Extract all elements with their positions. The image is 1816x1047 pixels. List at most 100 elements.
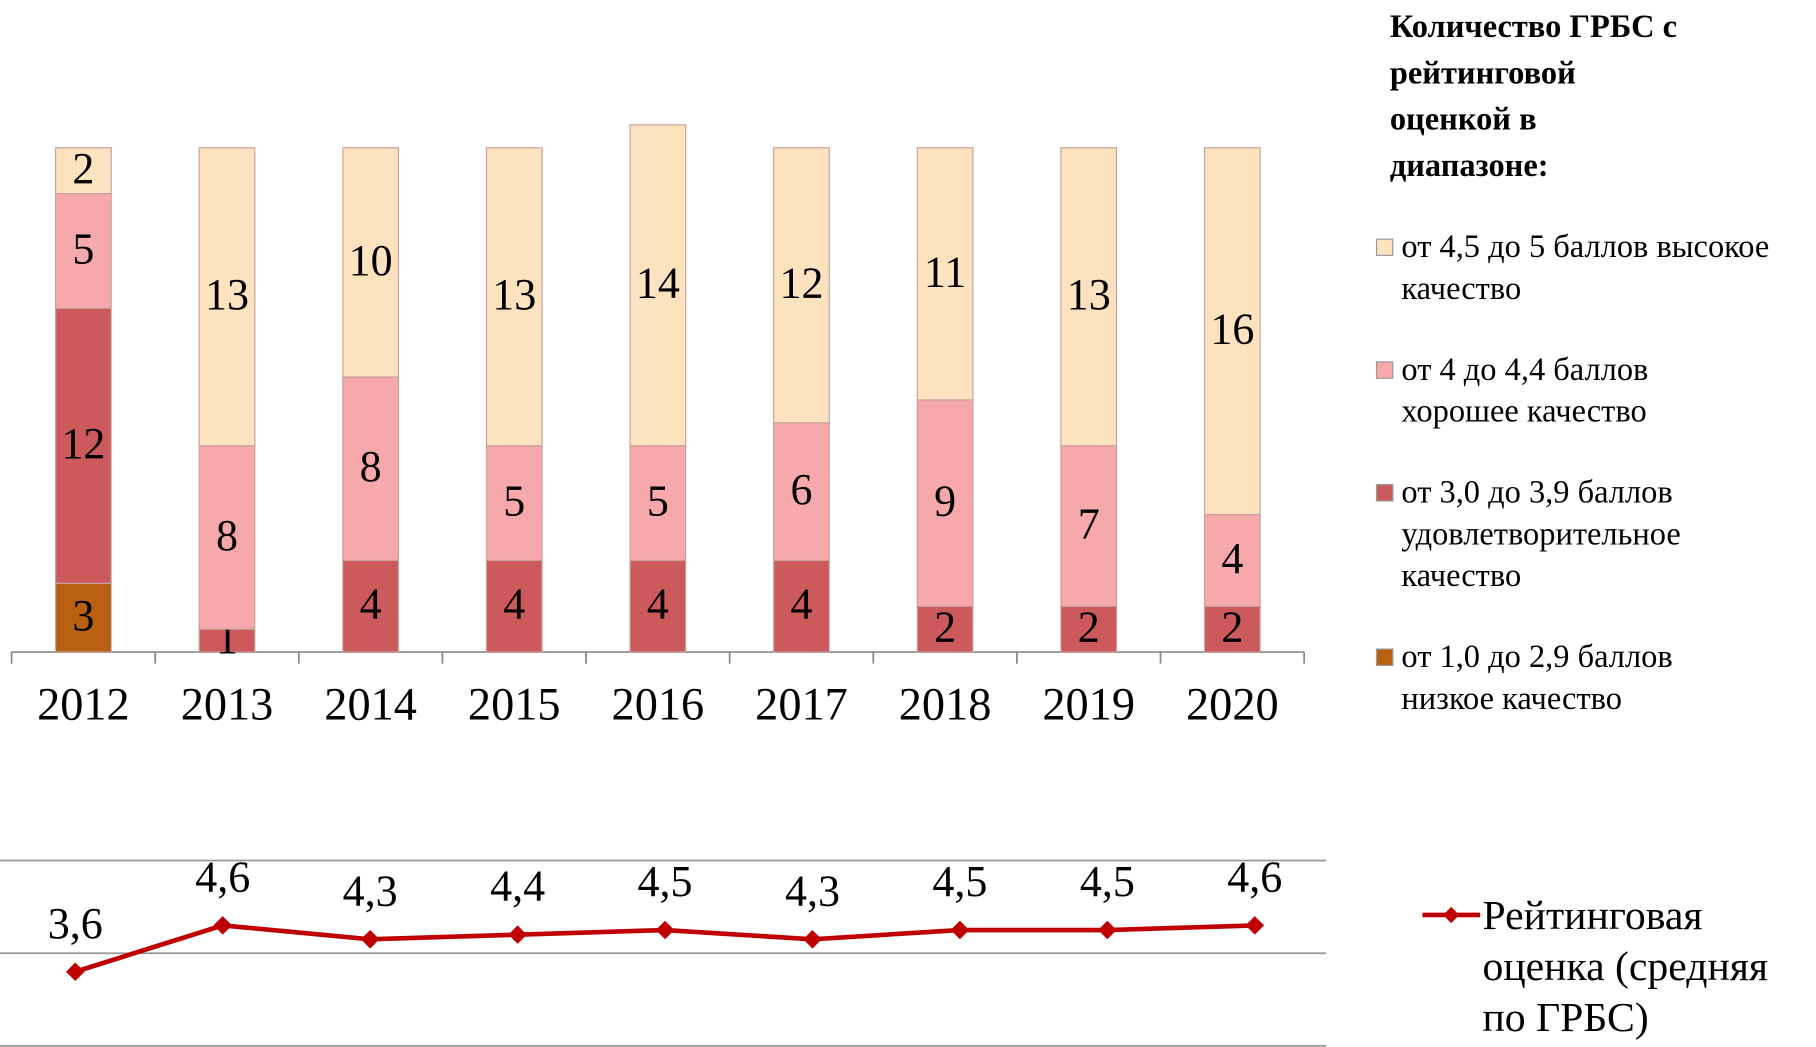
bar-segment xyxy=(198,147,256,447)
x-tick-label: 2018 xyxy=(899,679,992,730)
bar-segment xyxy=(916,147,974,401)
legend-marker xyxy=(1443,906,1460,924)
data-label: 5 xyxy=(647,476,669,525)
marker xyxy=(213,916,232,935)
x-tick-label: 2020 xyxy=(1186,679,1279,730)
data-label: 12 xyxy=(61,419,105,468)
bar-segment xyxy=(485,147,543,447)
bar-segment xyxy=(1203,513,1261,607)
bar-segment xyxy=(55,582,112,653)
legend: Рейтинговая оценка (средняя по ГРБС) xyxy=(1390,889,1816,1042)
legend-item: от 3,0 до 3,9 баллов удовлетворительное … xyxy=(1367,473,1772,598)
x-tick-label: 2019 xyxy=(1042,679,1135,730)
legend-label: от 3,0 до 3,9 баллов удовлетворительное … xyxy=(1401,474,1681,595)
bar-segment xyxy=(1060,605,1118,653)
data-label: 4 xyxy=(503,580,525,629)
legend-label: Рейтинговая оценка (средняя по ГРБС) xyxy=(1482,891,1769,1041)
bar-segment xyxy=(198,445,256,630)
legend-label: от 4,5 до 5 баллов высокое качество xyxy=(1401,229,1770,307)
bar-segment xyxy=(342,376,399,561)
bar-segment xyxy=(1203,147,1261,516)
marker xyxy=(66,962,85,981)
data-label: 4 xyxy=(647,580,669,629)
legend-item: от 4 до 4,4 баллов хорошее качество xyxy=(1367,350,1772,433)
marker xyxy=(508,925,527,944)
bar-segment xyxy=(55,147,112,195)
legend: Количество ГРБС с рейтинговой оценкой в … xyxy=(1375,5,1772,721)
data-label: 3,6 xyxy=(48,899,103,948)
data-label: 11 xyxy=(924,247,966,296)
data-label: 4,6 xyxy=(1227,852,1282,901)
data-label: 3 xyxy=(72,591,94,640)
data-label: 8 xyxy=(360,442,382,491)
x-tick-label: 2015 xyxy=(468,679,561,730)
bar-segment xyxy=(485,559,543,653)
bar-segment xyxy=(1060,445,1118,607)
data-label: 4,6 xyxy=(195,852,250,901)
data-label: 8 xyxy=(216,511,238,560)
legend-swatch xyxy=(1375,648,1394,666)
data-label: 7 xyxy=(1078,499,1100,548)
data-label: 13 xyxy=(205,270,249,319)
data-label: 2 xyxy=(934,603,956,652)
marker xyxy=(360,930,380,949)
x-tick-label: 2013 xyxy=(181,679,274,730)
legend-items: от 4,5 до 5 баллов высокое качество от 4 … xyxy=(1367,227,1772,720)
bar-segment xyxy=(55,193,112,309)
x-tick-label: 2014 xyxy=(324,679,417,730)
legend-swatch xyxy=(1375,361,1394,379)
data-label: 16 xyxy=(1210,305,1254,354)
legend-swatch xyxy=(1375,238,1394,256)
data-label: 14 xyxy=(636,259,680,308)
data-label: 13 xyxy=(492,270,536,319)
data-label: 10 xyxy=(349,236,393,285)
data-label: 13 xyxy=(1067,270,1111,319)
data-label: 4,3 xyxy=(785,866,840,915)
data-label: 4,4 xyxy=(490,862,545,911)
bar-segment xyxy=(629,559,687,653)
marker xyxy=(655,920,675,940)
bar-segment xyxy=(773,559,830,653)
data-label: 4,5 xyxy=(1080,857,1135,906)
bar-segment xyxy=(916,399,974,607)
data-label: 4,5 xyxy=(638,857,693,906)
bar-segment xyxy=(629,124,687,447)
data-label: 5 xyxy=(72,224,94,273)
data-label: 4,3 xyxy=(343,866,398,915)
legend-swatch xyxy=(1375,484,1394,502)
data-label: 2 xyxy=(72,144,94,193)
data-label: 2 xyxy=(1078,603,1100,652)
data-label: 6 xyxy=(790,465,812,514)
data-label: 12 xyxy=(779,259,823,308)
bar-segment xyxy=(342,147,399,378)
legend-item: Рейтинговая оценка (средняя по ГРБС) xyxy=(1390,889,1816,1042)
bar-segment xyxy=(629,445,687,561)
marker xyxy=(1098,920,1117,940)
bar-segment xyxy=(342,559,399,653)
bar-segment xyxy=(485,445,543,561)
legend-label: от 4 до 4,4 баллов хорошее качество xyxy=(1401,352,1649,430)
legend-label: от 1,0 до 2,9 баллов низкое качество xyxy=(1401,639,1673,717)
legend-item: от 4,5 до 5 баллов высокое качество xyxy=(1367,227,1772,310)
data-label: 9 xyxy=(934,476,956,525)
legend-title: Количество ГРБС с рейтинговой оценкой в … xyxy=(1389,9,1678,185)
x-tick-label: 2016 xyxy=(612,679,705,730)
data-label: 4 xyxy=(360,580,382,629)
bar-segment xyxy=(1060,147,1118,447)
data-label: 2 xyxy=(1221,603,1243,652)
data-label: 4 xyxy=(1221,534,1243,583)
marker xyxy=(1245,916,1265,935)
bar-segment xyxy=(773,147,830,424)
bar-segment xyxy=(773,422,830,561)
marker xyxy=(950,920,970,940)
legend-item: от 1,0 до 2,9 баллов низкое качество xyxy=(1367,637,1772,720)
bar-segment xyxy=(1203,605,1261,653)
data-label: 4,5 xyxy=(932,857,987,906)
legend-swatch xyxy=(1422,906,1481,924)
x-tick-label: 2012 xyxy=(37,679,130,730)
data-label: 4 xyxy=(790,580,812,629)
data-label: 5 xyxy=(503,476,525,525)
bar-segment xyxy=(55,307,112,584)
